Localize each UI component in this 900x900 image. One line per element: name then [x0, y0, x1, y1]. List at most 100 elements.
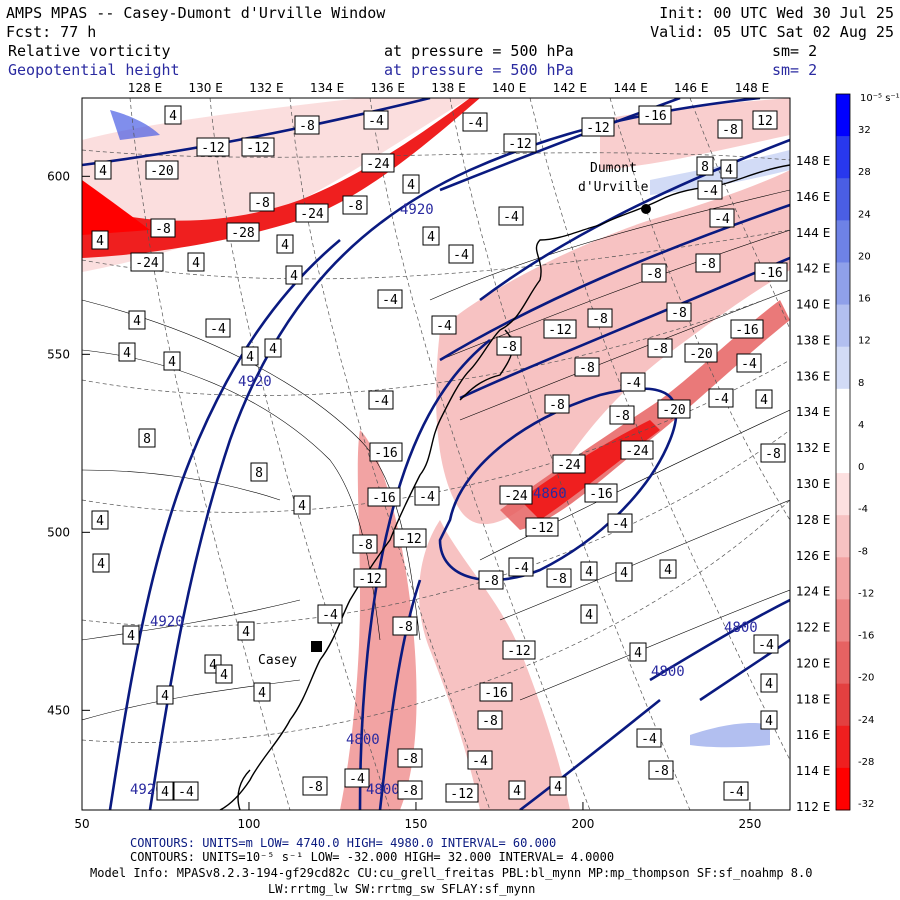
svg-text:4: 4 [765, 677, 773, 692]
svg-text:4: 4 [97, 557, 105, 572]
svg-text:-12: -12 [548, 323, 571, 338]
svg-text:-16: -16 [759, 266, 782, 281]
svg-text:-16: -16 [643, 109, 666, 124]
svg-text:-24: -24 [504, 489, 528, 504]
svg-text:-8: -8 [402, 752, 418, 767]
lon-label-right: 120 E [796, 656, 830, 670]
svg-text:-4: -4 [758, 638, 774, 653]
vorticity-label: 4 [156, 685, 174, 705]
colorbar-tick-label: 24 [858, 209, 871, 220]
vorticity-label: 4 [122, 625, 140, 645]
lon-label-right: 116 E [796, 728, 830, 742]
vorticity-label: -20 [145, 160, 179, 180]
colorbar-tick-label: 4 [858, 420, 864, 431]
vorticity-label: -8 [392, 616, 418, 636]
lon-label-right: 126 E [796, 549, 830, 563]
lon-label-right: 124 E [796, 585, 830, 599]
vorticity-label: -24 [499, 485, 533, 505]
vorticity-label: 12 [752, 110, 778, 130]
svg-text:-16: -16 [372, 491, 395, 506]
field2-name: Geopotential height [8, 61, 180, 79]
x-tick-label: 100 [238, 817, 261, 831]
svg-text:4: 4 [585, 565, 593, 580]
model-info: Model Info: MPASv8.2.3-194-gf29cd82c CU:… [90, 866, 812, 880]
height-label: 4800 [366, 782, 400, 798]
vorticity-label: 4 [659, 559, 677, 579]
top-longitude-labels: 128 E 130 E 132 E 134 E 136 E 138 E 140 E 142 E… [128, 81, 769, 95]
svg-text:4: 4 [620, 566, 628, 581]
vorticity-label: -8 [397, 748, 423, 768]
vorticity-label: 4 [164, 105, 182, 125]
lon-label-top: 128 E [128, 81, 162, 95]
vorticity-contour-labels: 4 -4-8 -4-12-12-16-812-12 -124 -20 -24-8448-8… [91, 105, 788, 803]
svg-text:-8: -8 [671, 306, 687, 321]
lon-label-right: 136 E [796, 369, 830, 383]
height-contour-labels: 4920 4920 4920 4920 4860 4800 4800 4800 … [130, 202, 758, 798]
map-frame [81, 97, 791, 811]
vorticity-label: -8 [544, 394, 570, 414]
svg-text:4: 4 [725, 163, 733, 178]
colorbar-swatch [836, 178, 850, 221]
svg-text:4: 4 [427, 230, 435, 245]
vorticity-label: -24 [552, 454, 586, 474]
height-label: 4920 [150, 614, 184, 630]
vorticity-label: 4 [156, 781, 174, 801]
init-time: Init: 00 UTC Wed 30 Jul 25 [659, 4, 894, 22]
colorbar-tick-label: 20 [858, 251, 871, 262]
colorbar-swatch [836, 641, 850, 685]
colorbar-swatch [836, 599, 850, 643]
svg-text:-4: -4 [503, 210, 519, 225]
lon-label-right: 146 E [796, 190, 830, 204]
vorticity-label: -4 [508, 557, 534, 577]
vorticity-label: -8 [397, 780, 423, 800]
lon-label-right: 132 E [796, 441, 830, 455]
svg-text:-16: -16 [735, 323, 758, 338]
vorticity-label: -8 [496, 336, 522, 356]
y-axis: 450 500 550 600 [47, 169, 90, 717]
lon-label-top: 140 E [492, 81, 526, 95]
vorticity-label: -8 [717, 119, 743, 139]
colorbar: 10⁻⁵ s⁻¹ 32 28 24 20 16 12 8 4 0 -4 -8 -12 -16 -20 -24… [835, 93, 900, 811]
colorbar-swatch [836, 430, 850, 474]
colorbar-swatch [836, 304, 850, 348]
svg-text:-16: -16 [374, 446, 397, 461]
vorticity-label: -4 [448, 244, 474, 264]
svg-text:-8: -8 [307, 780, 323, 795]
svg-text:4: 4 [96, 514, 104, 529]
svg-text:-20: -20 [150, 164, 173, 179]
vorticity-label: -16 [638, 105, 672, 125]
svg-text:-8: -8 [402, 784, 418, 799]
x-tick-label: 150 [405, 817, 428, 831]
stations: Dumont d'Urville Casey [258, 161, 651, 668]
svg-text:12: 12 [757, 114, 773, 129]
vorticity-label: -8 [641, 263, 667, 283]
vorticity-label: 4 [549, 776, 567, 796]
colorbar-swatch [836, 767, 850, 811]
svg-text:4: 4 [127, 629, 135, 644]
lon-label-top: 142 E [553, 81, 587, 95]
x-tick-label: 250 [738, 817, 761, 831]
vorticity-label: -28 [226, 222, 260, 242]
svg-text:-28: -28 [231, 226, 254, 241]
colorbar-tick-label: -24 [858, 715, 874, 726]
svg-text:4: 4 [554, 780, 562, 795]
colorbar-swatch [836, 725, 850, 769]
svg-text:-8: -8 [549, 398, 565, 413]
svg-text:-8: -8 [653, 764, 669, 779]
y-tick-label: 550 [47, 347, 70, 361]
vorticity-label: 4 [580, 561, 598, 581]
height-contour-info: CONTOURS: UNITS=m LOW= 4740.0 HIGH= 4980… [130, 836, 556, 850]
colorbar-tick-label: -20 [858, 673, 874, 684]
svg-text:-24: -24 [135, 256, 159, 271]
svg-text:-8: -8 [357, 538, 373, 553]
colorbar-swatch [836, 94, 850, 137]
colorbar-swatch [836, 557, 850, 600]
svg-text:-4: -4 [641, 732, 657, 747]
chart-title: AMPS MPAS -- Casey-Dumont d'Urville Wind… [6, 4, 386, 22]
vorticity-label: 4 [91, 230, 109, 250]
vorticity-label: -8 [609, 405, 635, 425]
vorticity-label: -12 [502, 640, 536, 660]
svg-text:-4: -4 [702, 184, 718, 199]
colorbar-tick-label: -16 [858, 631, 874, 642]
